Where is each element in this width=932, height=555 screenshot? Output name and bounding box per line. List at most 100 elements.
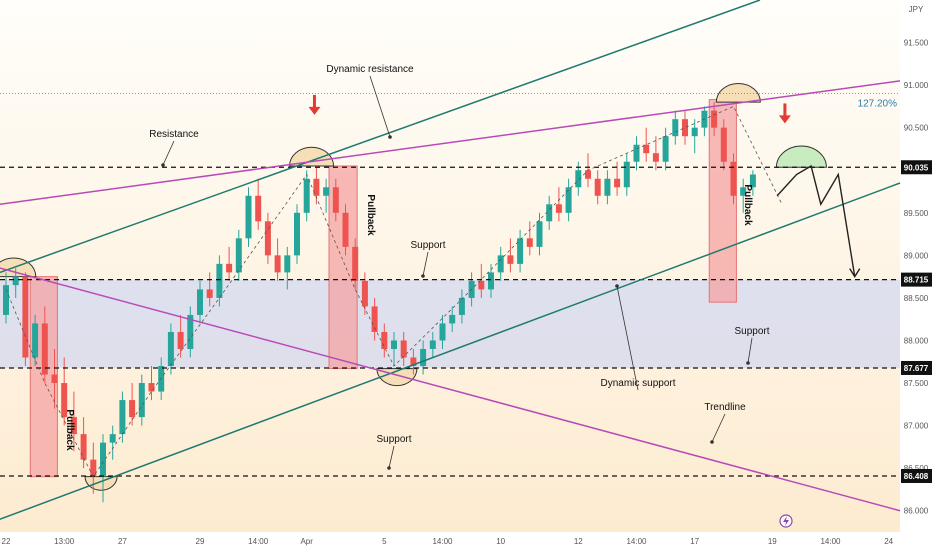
candle-body <box>507 255 514 264</box>
top-arc-april <box>289 146 335 167</box>
candle-body <box>167 331 174 367</box>
y-tick-label: 87.500 <box>904 379 929 388</box>
candle-body <box>420 348 427 367</box>
candle-body <box>536 221 543 247</box>
candle-body <box>187 314 194 349</box>
trendline <box>0 267 901 512</box>
y-tick-label: 86.500 <box>904 464 929 473</box>
resistance-line <box>0 80 901 206</box>
support-zone <box>0 279 900 368</box>
label-resistance-pointer-dot <box>161 163 165 167</box>
level-tag-text-1: 88.715 <box>904 276 929 285</box>
candle-body <box>643 144 650 154</box>
projection-path <box>776 164 856 277</box>
top-arc-right <box>715 82 761 103</box>
candle-body <box>32 323 39 358</box>
x-tick-label: 17 <box>690 537 699 546</box>
candle-body <box>740 187 747 196</box>
candle-body <box>546 204 553 222</box>
x-tick-label: 14:00 <box>248 537 269 546</box>
y-tick-label: 89.500 <box>904 209 929 218</box>
label-dynamic-resistance-pointer <box>369 75 391 138</box>
label-support-zone-pointer-dot <box>746 361 750 365</box>
label-support-zone-pointer <box>747 337 753 364</box>
x-tick-label: 19 <box>768 537 777 546</box>
candle-body <box>332 187 339 213</box>
candle-body <box>342 212 349 247</box>
y-tick-label: 91.000 <box>904 81 929 90</box>
level-tag-text-2: 87.677 <box>904 364 929 373</box>
x-tick-label: Apr <box>300 537 313 546</box>
candle-body <box>177 331 184 349</box>
x-tick-label: 14:00 <box>432 537 453 546</box>
candle-body <box>61 383 68 418</box>
candle-body <box>284 255 291 273</box>
level-tag-text-3: 86.408 <box>904 472 929 481</box>
candle-body <box>235 238 242 273</box>
candle-body <box>410 357 417 367</box>
candle-body <box>80 434 87 460</box>
x-tick-label: 24 <box>884 537 893 546</box>
candle-body <box>70 417 77 435</box>
candle-body <box>691 127 698 137</box>
level-tag-0 <box>901 160 932 175</box>
label-support-bottom: Support <box>376 434 411 445</box>
candle-body <box>623 161 630 188</box>
label-pullback-2: Pullback <box>742 184 753 226</box>
x-tick-label: 5 <box>382 537 387 546</box>
y-tick-label: 88.500 <box>904 294 929 303</box>
level-tag-text-0: 90.035 <box>904 163 929 172</box>
label-dynamic-support: Dynamic support <box>600 378 675 389</box>
y-tick-label: 88.000 <box>904 336 929 345</box>
dynamic-support-line <box>0 182 901 520</box>
candle-body <box>749 174 756 188</box>
candle-body <box>138 383 145 418</box>
candle-body <box>303 178 310 213</box>
candle-body <box>12 276 19 286</box>
down-arrow-head-0 <box>308 106 321 115</box>
candle-body <box>294 212 300 256</box>
dynamic-resistance-line <box>0 0 761 274</box>
lightning-icon <box>783 516 789 526</box>
candle-body <box>361 280 368 307</box>
candle-body <box>371 306 378 332</box>
y-tick-label: 86.000 <box>904 507 929 516</box>
candle-body <box>391 340 397 349</box>
label-support-top: Support <box>410 240 445 251</box>
x-tick-label: 22 <box>2 537 11 546</box>
label-trendline-pointer <box>711 413 726 443</box>
x-tick-label: 27 <box>118 537 127 546</box>
x-tick-label: 14:00 <box>820 537 841 546</box>
projection-arc <box>775 145 827 168</box>
x-tick-label: 10 <box>496 537 505 546</box>
candle-body <box>672 119 679 137</box>
level-tag-1 <box>901 272 932 287</box>
candle-body <box>682 119 688 137</box>
label-trendline: Trendline <box>704 402 746 413</box>
label-support-zone: Support <box>734 326 769 337</box>
candle-body <box>720 127 727 162</box>
y-tick-label: 89.000 <box>904 251 929 260</box>
candle-body <box>526 238 533 247</box>
time-axis-background <box>0 532 900 550</box>
label-resistance-pointer <box>162 140 175 166</box>
x-tick-label: 13:00 <box>54 537 75 546</box>
label-support-top-pointer-dot <box>421 274 425 278</box>
candle-body <box>614 178 621 188</box>
down-arrow-head-1 <box>778 115 791 124</box>
candle-body <box>594 178 601 196</box>
level-tag-3 <box>901 468 932 483</box>
candle-body <box>439 323 446 341</box>
label-dynamic-support-pointer <box>616 285 639 391</box>
label-dynamic-resistance: Dynamic resistance <box>326 64 414 75</box>
label-pullback-1: Pullback <box>365 194 376 236</box>
candle-body <box>633 144 640 162</box>
candle-body <box>497 255 504 273</box>
candle-body <box>711 110 718 128</box>
candle-body <box>585 170 591 179</box>
label-support-bottom-pointer <box>388 445 395 469</box>
candle-body <box>662 136 669 162</box>
candle-body <box>652 153 659 162</box>
candle-body <box>197 289 203 315</box>
